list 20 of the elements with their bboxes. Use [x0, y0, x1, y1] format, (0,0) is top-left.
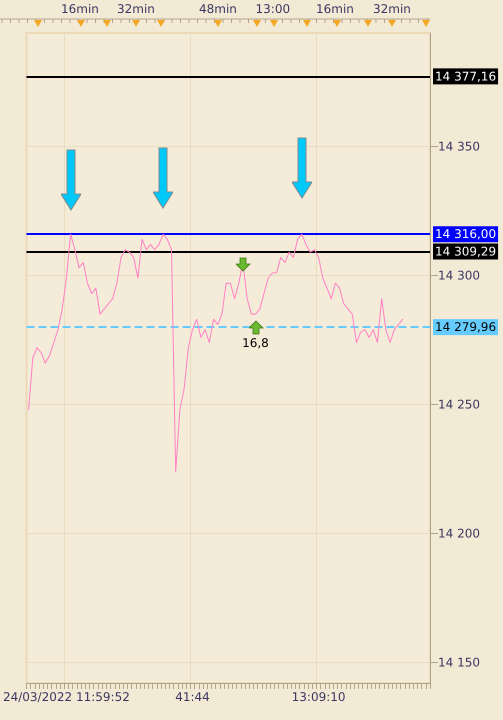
ref-line-label: 14 316,00 — [435, 227, 496, 242]
text: 48min — [199, 2, 237, 16]
text: 16min — [316, 2, 354, 16]
ref-line-label: 14 279,96 — [435, 320, 496, 334]
ref-line-label: 14 309,29 — [435, 244, 496, 258]
ref-line-label: 14 377,16 — [435, 69, 496, 84]
text: 32min — [117, 2, 155, 16]
x-tick-label: 41:44 — [175, 690, 210, 704]
y-tick-label: 14 350 — [438, 139, 480, 154]
line-series — [28, 234, 404, 472]
x-tick-label: 24/03/2022 11:59:52 — [2, 690, 130, 704]
y-tick-label: 14 200 — [438, 526, 480, 540]
text: 13:00 — [256, 2, 290, 16]
text: 32min — [373, 2, 411, 16]
y-tick-label: 14 150 — [438, 655, 480, 670]
x-tick-label: 13:09:10 — [292, 690, 346, 704]
annotation: 16,8 — [242, 336, 269, 350]
y-tick-label: 14 250 — [438, 397, 480, 412]
y-tick-label: 14 300 — [438, 268, 480, 282]
text: 16min — [61, 2, 99, 16]
